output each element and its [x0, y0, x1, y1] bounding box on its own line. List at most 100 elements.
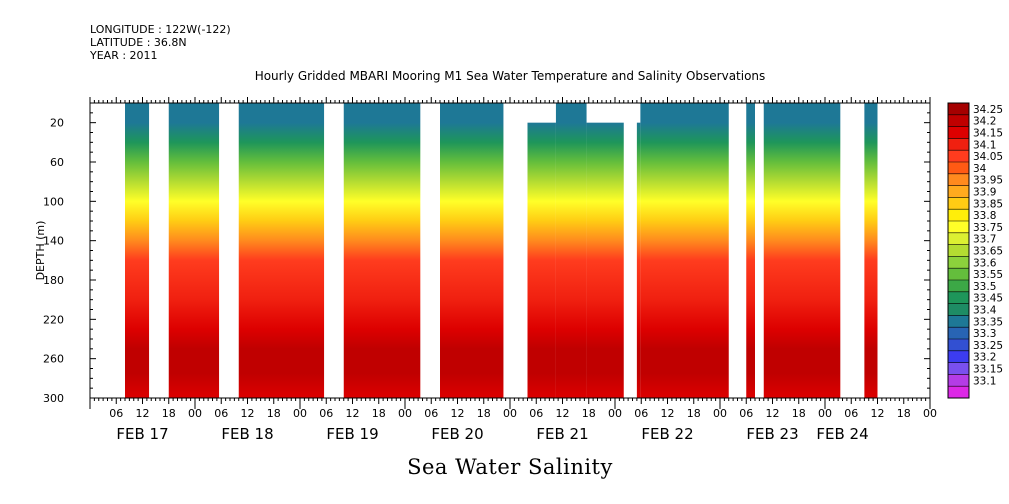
colorbar-swatch	[948, 315, 969, 328]
x-hour-label: 00	[188, 407, 202, 420]
colorbar-label: 33.2	[973, 352, 996, 364]
x-hour-label: 00	[503, 407, 517, 420]
colorbar-swatch	[948, 303, 969, 316]
colorbar-swatch	[948, 197, 969, 210]
longitude-label: LONGITUDE : 122W(-122)	[90, 23, 231, 36]
data-segment	[125, 103, 150, 398]
x-hour-label: 12	[346, 407, 360, 420]
colorbar-label: 34.25	[973, 104, 1003, 116]
x-hour-label: 12	[451, 407, 465, 420]
y-tick-label: 140	[43, 235, 64, 248]
colorbar-label: 34.15	[973, 128, 1003, 140]
colorbar-label: 34	[973, 163, 987, 175]
colorbar-label: 33.75	[973, 222, 1003, 234]
colorbar-label: 33.1	[973, 375, 996, 387]
colorbar-swatch	[948, 232, 969, 246]
x-hour-label: 18	[162, 407, 176, 420]
colorbar-swatch	[948, 103, 969, 116]
colorbar-label: 34.2	[973, 116, 996, 128]
colorbar-swatch	[948, 280, 969, 293]
y-tick-label: 100	[43, 195, 64, 208]
colorbar-label: 34.05	[973, 151, 1003, 163]
colorbar-label: 33.85	[973, 198, 1003, 210]
data-segment	[555, 103, 587, 398]
data-segment	[586, 122, 624, 399]
colorbar-swatch	[948, 374, 969, 387]
colorbar-label: 33.5	[973, 281, 996, 293]
x-hour-label: 12	[661, 407, 675, 420]
colorbar-swatch	[948, 350, 969, 364]
colorbar-swatch	[948, 268, 969, 281]
data-segment	[640, 103, 729, 398]
x-day-label: FEB 24	[816, 425, 868, 443]
x-hour-label: 12	[241, 407, 255, 420]
colorbar-label: 33.3	[973, 328, 996, 340]
x-hour-label: 06	[844, 407, 858, 420]
x-hour-label: 00	[398, 407, 412, 420]
data-segment	[527, 122, 556, 399]
x-hour-label: 06	[214, 407, 228, 420]
colorbar-label: 34.1	[973, 139, 996, 151]
x-hour-label: 06	[739, 407, 753, 420]
colorbar-swatch	[948, 114, 969, 128]
x-hour-label: 18	[792, 407, 806, 420]
y-tick-label: 60	[50, 156, 64, 169]
x-hour-label: 12	[556, 407, 570, 420]
x-hour-label: 00	[923, 407, 937, 420]
x-day-label: FEB 19	[326, 425, 378, 443]
y-tick-label: 300	[43, 392, 64, 405]
colorbar-swatch	[948, 185, 969, 198]
data-segment	[864, 103, 878, 398]
colorbar-label: 33.25	[973, 340, 1003, 352]
y-tick-label: 260	[43, 353, 64, 366]
colorbar-swatch	[948, 126, 969, 139]
x-hour-label: 18	[477, 407, 491, 420]
colorbar-label: 33.15	[973, 364, 1003, 376]
x-day-label: FEB 23	[746, 425, 798, 443]
colorbar-label: 33.95	[973, 175, 1003, 187]
colorbar-swatch	[948, 386, 969, 399]
x-hour-label: 00	[293, 407, 307, 420]
x-day-label: FEB 18	[221, 425, 273, 443]
colorbar-label: 33.55	[973, 269, 1003, 281]
x-hour-label: 06	[424, 407, 438, 420]
colorbar-swatch	[948, 244, 969, 257]
data-segment	[763, 103, 841, 398]
x-day-label: FEB 17	[116, 425, 168, 443]
colorbar-swatch	[948, 327, 969, 340]
data-segment	[343, 103, 421, 398]
chart-title: Hourly Gridded MBARI Mooring M1 Sea Wate…	[254, 69, 766, 83]
colorbar-swatch	[948, 362, 969, 375]
colorbar-swatch	[948, 150, 969, 163]
x-hour-label: 12	[136, 407, 150, 420]
data-segment	[238, 103, 325, 398]
colorbar-label: 33.35	[973, 316, 1003, 328]
colorbar-label: 33.6	[973, 257, 997, 269]
x-hour-label: 18	[582, 407, 596, 420]
colorbar-label: 33.45	[973, 293, 1003, 305]
x-hour-label: 12	[766, 407, 780, 420]
x-hour-label: 12	[871, 407, 885, 420]
data-segment	[636, 122, 641, 399]
data-segment	[746, 103, 755, 398]
colorbar-label: 33.65	[973, 246, 1003, 258]
data-segment	[168, 103, 220, 398]
x-hour-label: 18	[897, 407, 911, 420]
x-hour-label: 00	[608, 407, 622, 420]
x-day-label: FEB 22	[641, 425, 693, 443]
x-hour-label: 06	[634, 407, 648, 420]
chart-subtitle: Sea Water Salinity	[407, 455, 613, 479]
x-hour-label: 18	[267, 407, 281, 420]
colorbar-swatch	[948, 339, 969, 352]
x-day-label: FEB 20	[431, 425, 483, 443]
colorbar-swatch	[948, 221, 969, 234]
colorbar-label: 33.8	[973, 210, 996, 222]
year-label: YEAR : 2011	[90, 49, 158, 62]
y-tick-label: 220	[43, 313, 64, 326]
y-axis-label: DEPTH (m)	[34, 221, 47, 281]
colorbar-swatch	[948, 256, 969, 269]
x-hour-label: 00	[713, 407, 727, 420]
colorbar-swatch	[948, 162, 969, 175]
colorbar-label: 33.4	[973, 305, 997, 317]
